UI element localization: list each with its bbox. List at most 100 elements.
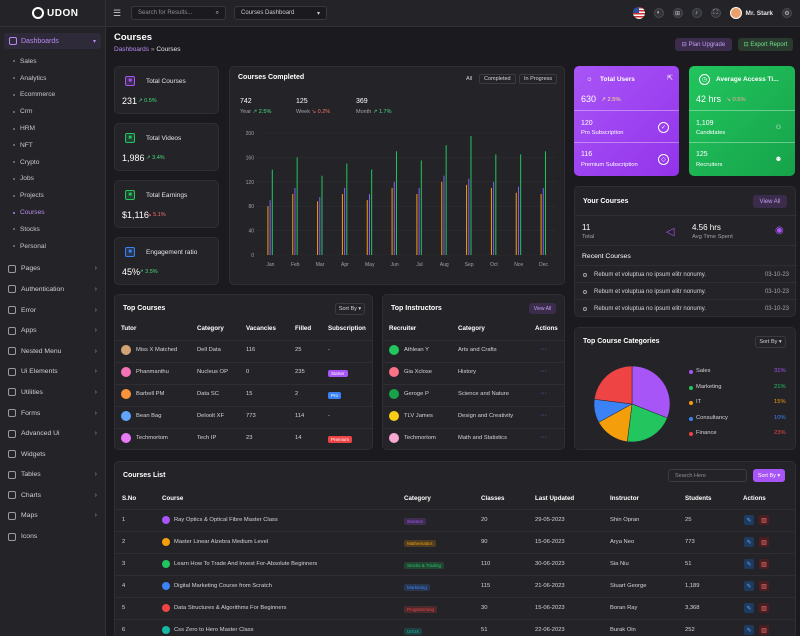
gear-icon[interactable]: ⚙ [782, 8, 792, 18]
sort-by-button[interactable]: Sort By ▾ [753, 469, 785, 482]
bar [517, 186, 519, 255]
more-actions-icon[interactable]: ··· [540, 412, 547, 419]
menu-icon[interactable]: ☰ [113, 7, 122, 18]
legend-label: Consultancy [696, 414, 728, 421]
recent-course-date: 03-10-23 [764, 305, 789, 312]
sidebar-subitem-jobs[interactable]: Jobs [0, 171, 105, 188]
delete-icon[interactable]: ▥ [759, 625, 769, 635]
courses-search-input[interactable]: Search Here [668, 469, 747, 482]
updated-cell: 29-05-2023 [535, 517, 565, 523]
tab-completed[interactable]: Completed [479, 74, 516, 84]
sidebar-item-maps[interactable]: Maps › [0, 506, 105, 527]
edit-icon[interactable]: ✎ [744, 515, 754, 525]
breadcrumb-root[interactable]: Dashboards [114, 46, 150, 53]
tab-all[interactable]: All [466, 76, 473, 82]
sidebar-item-label: Utilities [21, 388, 43, 396]
fullscreen-icon[interactable]: ⛶ [710, 8, 721, 18]
export-report-label: Export Report [750, 41, 788, 48]
more-actions-icon[interactable]: ··· [540, 368, 547, 375]
sidebar-subitem-sales[interactable]: Sales [0, 53, 105, 70]
sidebar-subitem-stocks[interactable]: Stocks [0, 221, 105, 238]
course-thumbnail [162, 582, 170, 590]
more-actions-icon[interactable]: ··· [540, 390, 547, 397]
user-plus-icon: ⚉ [775, 157, 782, 163]
delete-icon[interactable]: ▥ [759, 603, 769, 613]
sidebar-item-forms[interactable]: Forms › [0, 403, 105, 424]
course-name[interactable]: Css Zero to Hero Master Class [174, 627, 254, 633]
edit-icon[interactable]: ✎ [744, 581, 754, 591]
delete-icon[interactable]: ▥ [759, 559, 769, 569]
change-value: 1.7% [378, 109, 392, 115]
sidebar-item-apps[interactable]: Apps › [0, 320, 105, 341]
updated-cell: 15-06-2023 [535, 605, 565, 611]
bar [267, 206, 269, 255]
category-badge: Mathematics [404, 540, 436, 547]
legend-dot [689, 432, 693, 436]
sidebar-subitem-courses[interactable]: Courses [0, 204, 105, 221]
edit-icon[interactable]: ✎ [744, 625, 754, 635]
sidebar-item-utilities[interactable]: Utilities › [0, 382, 105, 403]
more-actions-icon[interactable]: ··· [540, 346, 547, 353]
course-name[interactable]: Master Linear Alzebra Medium Level [174, 539, 269, 545]
course-name[interactable]: Ray Optics & Optical Fibre Master Class [174, 517, 278, 523]
user-menu[interactable]: Mr. Stark [729, 7, 773, 19]
sidebar-subitem-ecommerce[interactable]: Ecommerce [0, 87, 105, 104]
sidebar-item-nested-menu[interactable]: Nested Menu › [0, 341, 105, 362]
column-header: Actions [743, 495, 766, 502]
stat-card: ■ Total Earnings $1,116 ↘ 5.1% [114, 180, 219, 228]
course-name[interactable]: Data Structures & Algorithms For Beginne… [174, 605, 287, 611]
expand-icon[interactable]: ⇱ [667, 75, 673, 82]
bell-icon[interactable]: ♪ [691, 8, 702, 18]
recent-course-item[interactable]: Rebum et voluptua no ipsum elitr nonumy.… [575, 265, 797, 283]
export-report-button[interactable]: ⊡ Export Report [738, 38, 793, 51]
edit-icon[interactable]: ✎ [744, 559, 754, 569]
sidebar-subitem-projects[interactable]: Projects [0, 187, 105, 204]
x-tick-label: Aug [440, 262, 449, 268]
row-divider [382, 362, 565, 363]
search-input[interactable]: Search for Results... ⌕ [131, 6, 226, 20]
edit-icon[interactable]: ✎ [744, 537, 754, 547]
sidebar-item-pages[interactable]: Pages › [0, 259, 105, 280]
x-tick-label: Oct [490, 262, 498, 268]
plan-upgrade-button[interactable]: ⊟ Plan Upgrade [675, 38, 732, 51]
sidebar-subitem-analytics[interactable]: Analytics [0, 70, 105, 87]
sidebar-item-charts[interactable]: Charts › [0, 485, 105, 506]
view-all-button[interactable]: View All [529, 303, 556, 314]
course-name[interactable]: Learn How To Trade And Invest For-Absolu… [174, 561, 318, 567]
sidebar-item-error[interactable]: Error › [0, 300, 105, 321]
recent-course-item[interactable]: Rebum et voluptua no ipsum elitr nonumy.… [575, 282, 797, 300]
sidebar-item-authentication[interactable]: Authentication › [0, 279, 105, 300]
tab-in-progress[interactable]: In Progress [519, 74, 558, 84]
sidebar-item-widgets[interactable]: Widgets [0, 444, 105, 465]
flag-icon[interactable] [632, 7, 645, 19]
sidebar-subitem-crm[interactable]: Crm [0, 103, 105, 120]
dashboard-select[interactable]: Courses Dashboard ▾ [234, 6, 327, 20]
sidebar-subitem-hrm[interactable]: HRM [0, 120, 105, 137]
sidebar-item-ui-elements[interactable]: Ui Elements › [0, 362, 105, 383]
delete-icon[interactable]: ▥ [759, 515, 769, 525]
total-value: 11 [582, 223, 591, 232]
sidebar-item-dashboards[interactable]: Dashboards ▾ [4, 33, 101, 49]
app-logo[interactable]: UDON [0, 0, 105, 27]
course-name[interactable]: Digital Marketing Course from Scratch [174, 583, 272, 589]
sort-by-select[interactable]: Sort By ▾ [755, 336, 786, 348]
authentication-icon [8, 285, 16, 294]
course-thumbnail [162, 626, 170, 634]
more-actions-icon[interactable]: ··· [540, 434, 547, 441]
sidebar-item-tables[interactable]: Tables › [0, 465, 105, 486]
sidebar-item-advanced-ui[interactable]: Advanced Ui › [0, 423, 105, 444]
view-all-button[interactable]: View All [753, 195, 787, 208]
sidebar-subitem-crypto[interactable]: Crypto [0, 154, 105, 171]
edit-icon[interactable]: ✎ [744, 603, 754, 613]
legend-label: IT [696, 399, 702, 405]
delete-icon[interactable]: ▥ [759, 581, 769, 591]
delete-icon[interactable]: ▥ [759, 537, 769, 547]
sidebar-item-icons[interactable]: Icons [0, 526, 105, 547]
sidebar-subitem-personal[interactable]: Personal [0, 238, 105, 255]
icons-icon [8, 532, 16, 541]
sidebar-subitem-nft[interactable]: NFT [0, 137, 105, 154]
recent-course-item[interactable]: Rebum et voluptua no ipsum elitr nonumy.… [575, 299, 797, 317]
sort-by-select[interactable]: Sort By ▾ [335, 303, 365, 315]
cart-icon[interactable]: ⊞ [672, 8, 683, 18]
theme-icon[interactable]: ◐ [653, 8, 664, 18]
